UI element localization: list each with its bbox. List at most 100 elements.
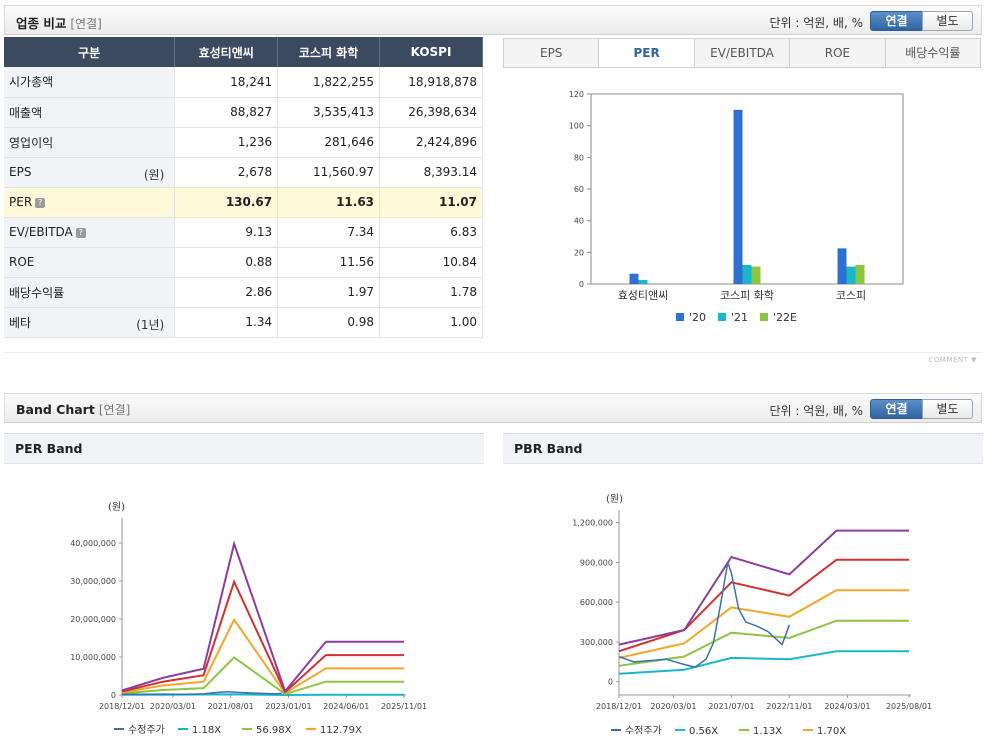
x-tick-label: 2020/03/01 [650,702,696,711]
row-label: EV/EBITDA? [4,217,176,248]
legend-label: 수정주가 [128,724,165,734]
y-axis-unit: (원) [606,493,623,505]
tab-3[interactable]: ROE [790,39,886,67]
cell-value: 281,646 [277,127,381,158]
cell-value: 130.67 [174,187,279,218]
band-line-1 [121,656,404,696]
table-row: ROE 0.88 11.56 10.84 [4,247,483,278]
legend-swatch [676,313,684,321]
band-line-1 [618,619,909,667]
cell-value: 11,560.97 [277,157,381,188]
row-label-text: 영업이익 [9,135,54,150]
cell-value: 26,398,634 [379,97,483,128]
x-tick-label: 2021/08/01 [208,702,254,711]
row-label: 매출액 [4,97,176,128]
tab-0[interactable]: EPS [504,39,600,67]
legend-label: '22E [773,311,797,324]
price-line [121,691,282,696]
row-label: 영업이익 [4,127,176,158]
y-tick-label: 1,200,000 [572,519,613,528]
cell-value: 2,424,896 [379,127,483,158]
legend-label: '21 [731,311,748,324]
per-comparison-chart: 0 20 40 60 80 100 120 효성티앤씨 코스피 화학 코스피 '20 '21 '22E [569,90,904,324]
cell-value: 7.34 [277,217,381,248]
category-label: 코스피 [836,289,866,302]
y-tick-label: 100 [569,122,584,131]
y-tick-label: 20 [574,248,584,257]
cell-value: 10.84 [379,247,483,278]
bar-1-1 [742,265,752,284]
cell-value: 18,241 [174,67,279,98]
compare-header: 업종 비교 [연결] 단위 : 억원, 배, % 연결 별도 [4,5,982,35]
compare-unit: 단위 : 억원, 배, % [769,16,863,30]
legend-label: 112.79X [320,725,362,734]
legend-label: 1.13X [753,726,782,734]
band-line-3 [121,579,404,694]
compare-title: 업종 비교 [연결] [16,16,102,31]
band-line-2 [121,617,404,695]
header-sector: 코스피 화학 [277,37,381,67]
table-row: 시가총액 18,241 1,822,255 18,918,878 [4,67,483,98]
row-label: 시가총액 [4,67,176,98]
help-icon[interactable]: ? [35,198,46,208]
tab-4[interactable]: 배당수익률 [905,46,961,60]
y-tick-label: 600,000 [580,598,613,607]
table-row: 영업이익 1,236 281,646 2,424,896 [4,127,483,158]
table-row: 매출액 88,827 3,535,413 26,398,634 [4,97,483,128]
comparison-table: 구분 효성티앤씨 코스피 화학 KOSPI 시가총액 18,241 1,822,25… [4,37,483,338]
header-market: KOSPI [379,37,483,67]
y-axis-unit: (원) [108,501,125,513]
help-icon[interactable]: ? [75,228,86,238]
y-tick-label: 80 [574,153,584,162]
cell-value: 1,822,255 [277,67,381,98]
y-tick-label: 60 [574,185,584,194]
x-tick-label: 2020/03/01 [150,702,196,711]
legend-label: 0.56X [689,726,718,734]
per-band-chart: (원) 0 10,000,000 20,000,000 30,000,000 40,000… [70,501,427,736]
y-tick-label: 900,000 [580,558,613,567]
cell-value: 11.63 [277,187,381,218]
row-label-text: 배당수익률 [9,285,65,300]
consolidated-toggle[interactable]: 연결 [870,11,923,31]
y-tick-label: 300,000 [580,638,613,647]
cell-value: 11.56 [277,247,381,278]
row-label: PER? [4,187,176,218]
legend-label: 56.98X [256,725,292,734]
cell-value: 0.98 [277,307,381,338]
legend-label: 1.70X [817,726,846,734]
band-consolidated-toggle[interactable]: 연결 [870,399,923,419]
pbr-band-chart: (원) 0 300,000 600,000 900,000 1,200,000 2018/1… [572,493,932,737]
row-unit: (1년) [136,317,165,332]
table-row: PER? 130.67 11.63 11.07 [4,187,483,218]
x-tick-label: 2024/03/01 [824,702,870,711]
cell-value: 0.88 [174,247,279,278]
category-label: 효성티앤씨 [618,289,669,302]
x-tick-label: 2025/08/01 [886,702,932,711]
band-line-2 [618,589,909,659]
comment-toggle[interactable]: COMMENT ▼ [928,356,977,364]
cell-value: 3,535,413 [277,97,381,128]
band-line-3 [618,558,909,653]
cell-value: 1.78 [379,277,483,308]
band-line-0 [618,650,909,675]
bar-0-1 [638,280,648,284]
row-label-text: ROE [9,255,35,269]
legend-label: 수정주가 [625,725,662,734]
table-row: 배당수익률 2.86 1.97 1.78 [4,277,483,308]
cell-value: 9.13 [174,217,279,248]
tab-2[interactable]: EV/EBITDA [695,39,791,67]
legend-swatch [760,313,768,321]
row-label-text: PER [9,195,33,209]
band-separate-toggle[interactable]: 별도 [922,399,973,419]
y-tick-label: 40 [574,217,584,226]
band-header: Band Chart [연결] 단위 : 억원, 배, % 연결 별도 [4,393,982,423]
tab-1[interactable]: PER [599,39,695,67]
y-tick-label: 20,000,000 [70,615,116,624]
separate-toggle[interactable]: 별도 [922,11,973,31]
row-label-text: 시가총액 [9,75,54,90]
row-label: 배당수익률 [4,277,176,308]
cell-value: 1.00 [379,307,483,338]
x-tick-label: 2025/11/01 [381,702,427,711]
legend-label: 1.18X [192,725,221,734]
cell-value: 1.34 [174,307,279,338]
